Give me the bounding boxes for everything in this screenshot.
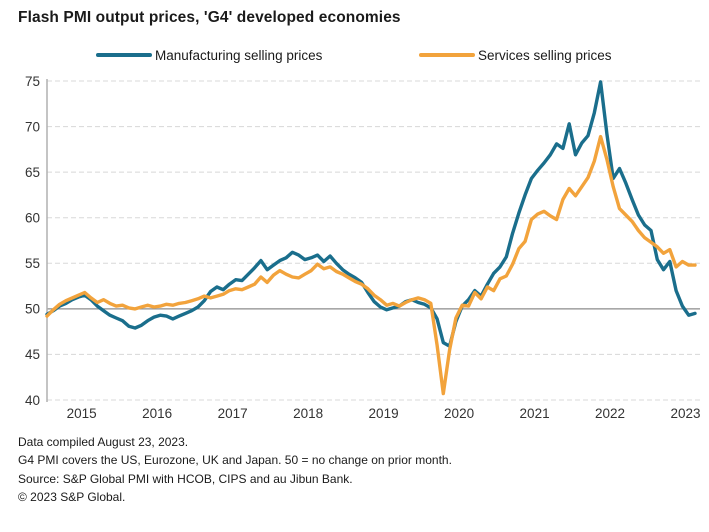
footnote-coverage: G4 PMI covers the US, Eurozone, UK and J…	[18, 453, 452, 468]
manufacturing-line-swatch-icon	[96, 52, 152, 58]
legend-label-services: Services selling prices	[478, 47, 612, 63]
footnote-copyright: © 2023 S&P Global.	[18, 490, 126, 505]
x-tick-label-2019: 2019	[369, 406, 399, 421]
series-line-manufacturing	[45, 80, 697, 348]
footnote-data-compiled: Data compiled August 23, 2023.	[18, 435, 189, 449]
legend-label-manufacturing: Manufacturing selling prices	[155, 47, 323, 63]
x-tick-label-2016: 2016	[142, 406, 172, 421]
chart-footnotes: Data compiled August 23, 2023. G4 PMI co…	[18, 433, 698, 507]
services-line-swatch-icon	[419, 52, 475, 58]
x-tick-label-2022: 2022	[595, 406, 625, 421]
chart-legend: Manufacturing selling prices Services se…	[0, 45, 709, 65]
legend-item-manufacturing: Manufacturing selling prices	[96, 45, 322, 65]
footnote-source: Source: S&P Global PMI with HCOB, CIPS a…	[18, 471, 353, 486]
x-tick-label-2015: 2015	[67, 406, 97, 421]
x-tick-label-2017: 2017	[218, 406, 248, 421]
y-tick-label-60: 60	[25, 211, 40, 226]
series-line-services	[45, 134, 697, 396]
line-chart-canvas: 40 45 50 55 60 65 70 75 2015 2016 2017 2018 2019 2020…	[25, 74, 701, 421]
legend-item-services: Services selling prices	[419, 45, 612, 65]
x-tick-label-2023: 2023	[671, 406, 701, 421]
y-tick-label-50: 50	[25, 302, 40, 317]
chart-title: Flash PMI output prices, 'G4' developed …	[18, 9, 401, 26]
y-tick-label-65: 65	[25, 165, 40, 180]
x-tick-label-2018: 2018	[293, 406, 323, 421]
x-tick-label-2021: 2021	[520, 406, 550, 421]
y-tick-label-70: 70	[25, 119, 40, 134]
y-tick-label-45: 45	[25, 347, 40, 362]
y-tick-label-40: 40	[25, 393, 40, 408]
y-tick-label-55: 55	[25, 256, 40, 271]
x-tick-label-2020: 2020	[444, 406, 474, 421]
y-tick-label-75: 75	[25, 74, 40, 89]
